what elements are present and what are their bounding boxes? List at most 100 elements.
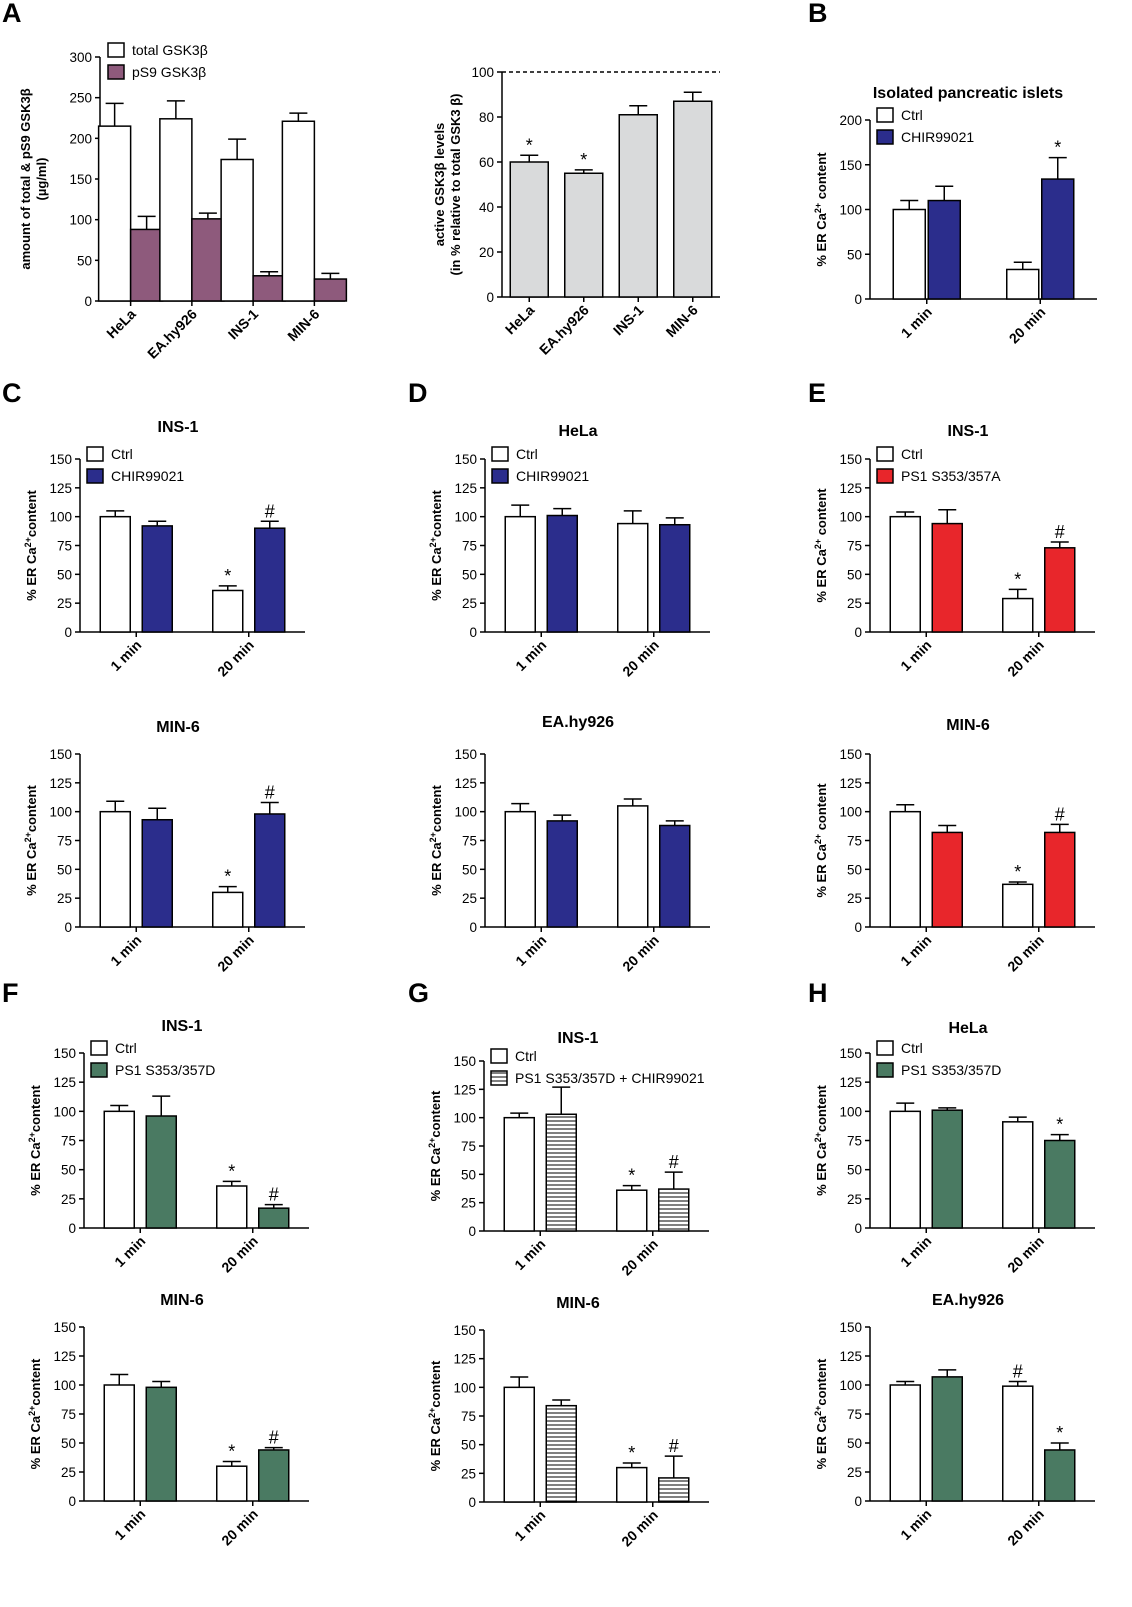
bar (931, 1109, 963, 1229)
bar (503, 1116, 535, 1232)
bar (509, 161, 549, 298)
bar (1041, 178, 1075, 300)
y-axis-label: % ER Ca2+content (813, 1358, 829, 1469)
y-axis-label: amount of total & pS9 GSK3β(µg/ml) (18, 88, 49, 269)
y-axis-label-line: % ER Ca2+content (813, 1358, 829, 1469)
legend-label: Ctrl (901, 107, 923, 123)
superscript: 2+ (427, 1408, 437, 1418)
y-tick-label: 0 (64, 920, 72, 935)
y-axis-label: active GSK3β levels(in % relative to tot… (432, 93, 463, 275)
x-tick-label: 1 min (897, 1233, 934, 1270)
chart-panel-c1: C INS-1 0 25 50 75 100 125 150 % ER Ca2+content 1 … (2, 378, 305, 679)
x-tick-label: 20 min (1004, 1506, 1047, 1549)
legend-label: CHIR99021 (516, 468, 589, 484)
y-axis-label-rest: content (24, 784, 39, 832)
y-tick-label: 100 (839, 1378, 862, 1393)
legend-label: Ctrl (515, 1048, 537, 1064)
bar (220, 158, 254, 302)
bar (545, 1113, 577, 1232)
chart-title: Isolated pancreatic islets (873, 85, 1063, 102)
x-tick-label: 1 min (897, 932, 934, 969)
y-tick-label: 0 (486, 290, 494, 305)
y-axis-label-line: % ER Ca2+content (27, 1084, 43, 1195)
y-axis-label-rest: content (428, 1090, 443, 1138)
bar (103, 1384, 135, 1502)
panel-letter: F (2, 978, 19, 1008)
bar (1044, 1139, 1076, 1229)
x-tick-label: INS-1 (610, 302, 647, 339)
panel-letter: B (808, 0, 828, 28)
y-axis-label: % ER Ca2+ content (813, 488, 829, 603)
bar (617, 522, 649, 633)
chart-title: MIN-6 (946, 717, 990, 734)
chart-panel-h2: EA.hy926 0 25 50 75 100 125 150 % ER Ca2+content… (813, 1292, 1095, 1548)
legend-label: Ctrl (901, 1040, 923, 1056)
significance-mark: # (265, 782, 275, 802)
chart-title: MIN-6 (160, 1292, 204, 1309)
legend-label: PS1 S353/357D + CHIR99021 (515, 1070, 705, 1086)
y-tick-label: 0 (854, 920, 862, 935)
x-tick-label: 20 min (1004, 637, 1047, 680)
y-tick-label: 150 (453, 1323, 476, 1338)
y-axis-label: % ER Ca2+content (428, 784, 444, 895)
bar (252, 275, 286, 302)
chart-panel-e1: E INS-1 0 25 50 75 100 125 150 % ER Ca2+ content 1… (808, 378, 1095, 679)
y-axis-label-rest: content (814, 783, 829, 834)
y-tick-label: 100 (453, 1380, 476, 1395)
y-tick-label: 50 (77, 253, 92, 268)
chart-title: INS-1 (948, 423, 989, 440)
bar (1002, 1121, 1034, 1229)
bar (504, 515, 536, 633)
y-tick-label: 125 (454, 481, 477, 496)
bar (129, 228, 164, 302)
y-tick-label: 150 (839, 1320, 862, 1335)
y-tick-label: 75 (847, 1134, 862, 1149)
y-axis-label-line: (in % relative to total GSK3 β) (448, 93, 463, 275)
x-tick-label: 1 min (512, 637, 549, 674)
bar (159, 118, 193, 302)
legend-label: Ctrl (115, 1040, 137, 1056)
y-tick-label: 60 (479, 155, 494, 170)
y-tick-label: 50 (462, 862, 477, 877)
y-tick-label: 125 (454, 776, 477, 791)
y-axis-label-rest: content (814, 152, 829, 203)
y-tick-label: 0 (854, 292, 862, 307)
y-axis-label-rest: content (428, 1360, 443, 1408)
bar (254, 527, 286, 633)
y-axis-label-rest: content (814, 1084, 829, 1132)
bar (1002, 883, 1034, 928)
chart-panel-f2: MIN-6 0 25 50 75 100 125 150 % ER Ca2+content 1 m… (27, 1292, 309, 1548)
y-tick-label: 0 (468, 1495, 476, 1510)
bar (659, 523, 691, 633)
y-tick-label: 150 (454, 452, 477, 467)
y-tick-label: 125 (453, 1352, 476, 1367)
y-tick-label: 50 (61, 1436, 76, 1451)
y-tick-label: 0 (64, 625, 72, 640)
legend-swatch (876, 1040, 894, 1056)
y-tick-label: 0 (68, 1221, 76, 1236)
y-axis-label-line: % ER Ca2+ content (813, 152, 829, 267)
significance-mark: * (1056, 1115, 1063, 1135)
y-axis-label: % ER Ca2+ content (813, 783, 829, 898)
chart-panel-b: B Isolated pancreatic islets 0 50 100 150 200%… (808, 0, 1097, 346)
y-tick-label: 50 (57, 862, 72, 877)
x-tick-label: 20 min (214, 637, 257, 680)
y-tick-label: 200 (839, 113, 862, 128)
y-tick-label: 100 (471, 65, 494, 80)
y-tick-label: 25 (847, 596, 862, 611)
legend-label: PS1 S353/357A (901, 468, 1001, 484)
bar (616, 1189, 648, 1232)
bar (504, 810, 536, 928)
significance-mark: * (580, 150, 587, 170)
significance-mark: * (1056, 1423, 1063, 1443)
x-tick-label: 1 min (107, 932, 144, 969)
significance-mark: * (1054, 138, 1061, 158)
x-tick-label: 1 min (111, 1506, 148, 1543)
significance-mark: * (628, 1166, 635, 1186)
y-tick-label: 75 (61, 1407, 76, 1422)
x-tick-label: 20 min (1004, 932, 1047, 975)
legend-swatch (107, 42, 125, 58)
significance-mark: # (669, 1152, 679, 1172)
bar (616, 1466, 648, 1503)
significance-mark: # (269, 1185, 279, 1205)
